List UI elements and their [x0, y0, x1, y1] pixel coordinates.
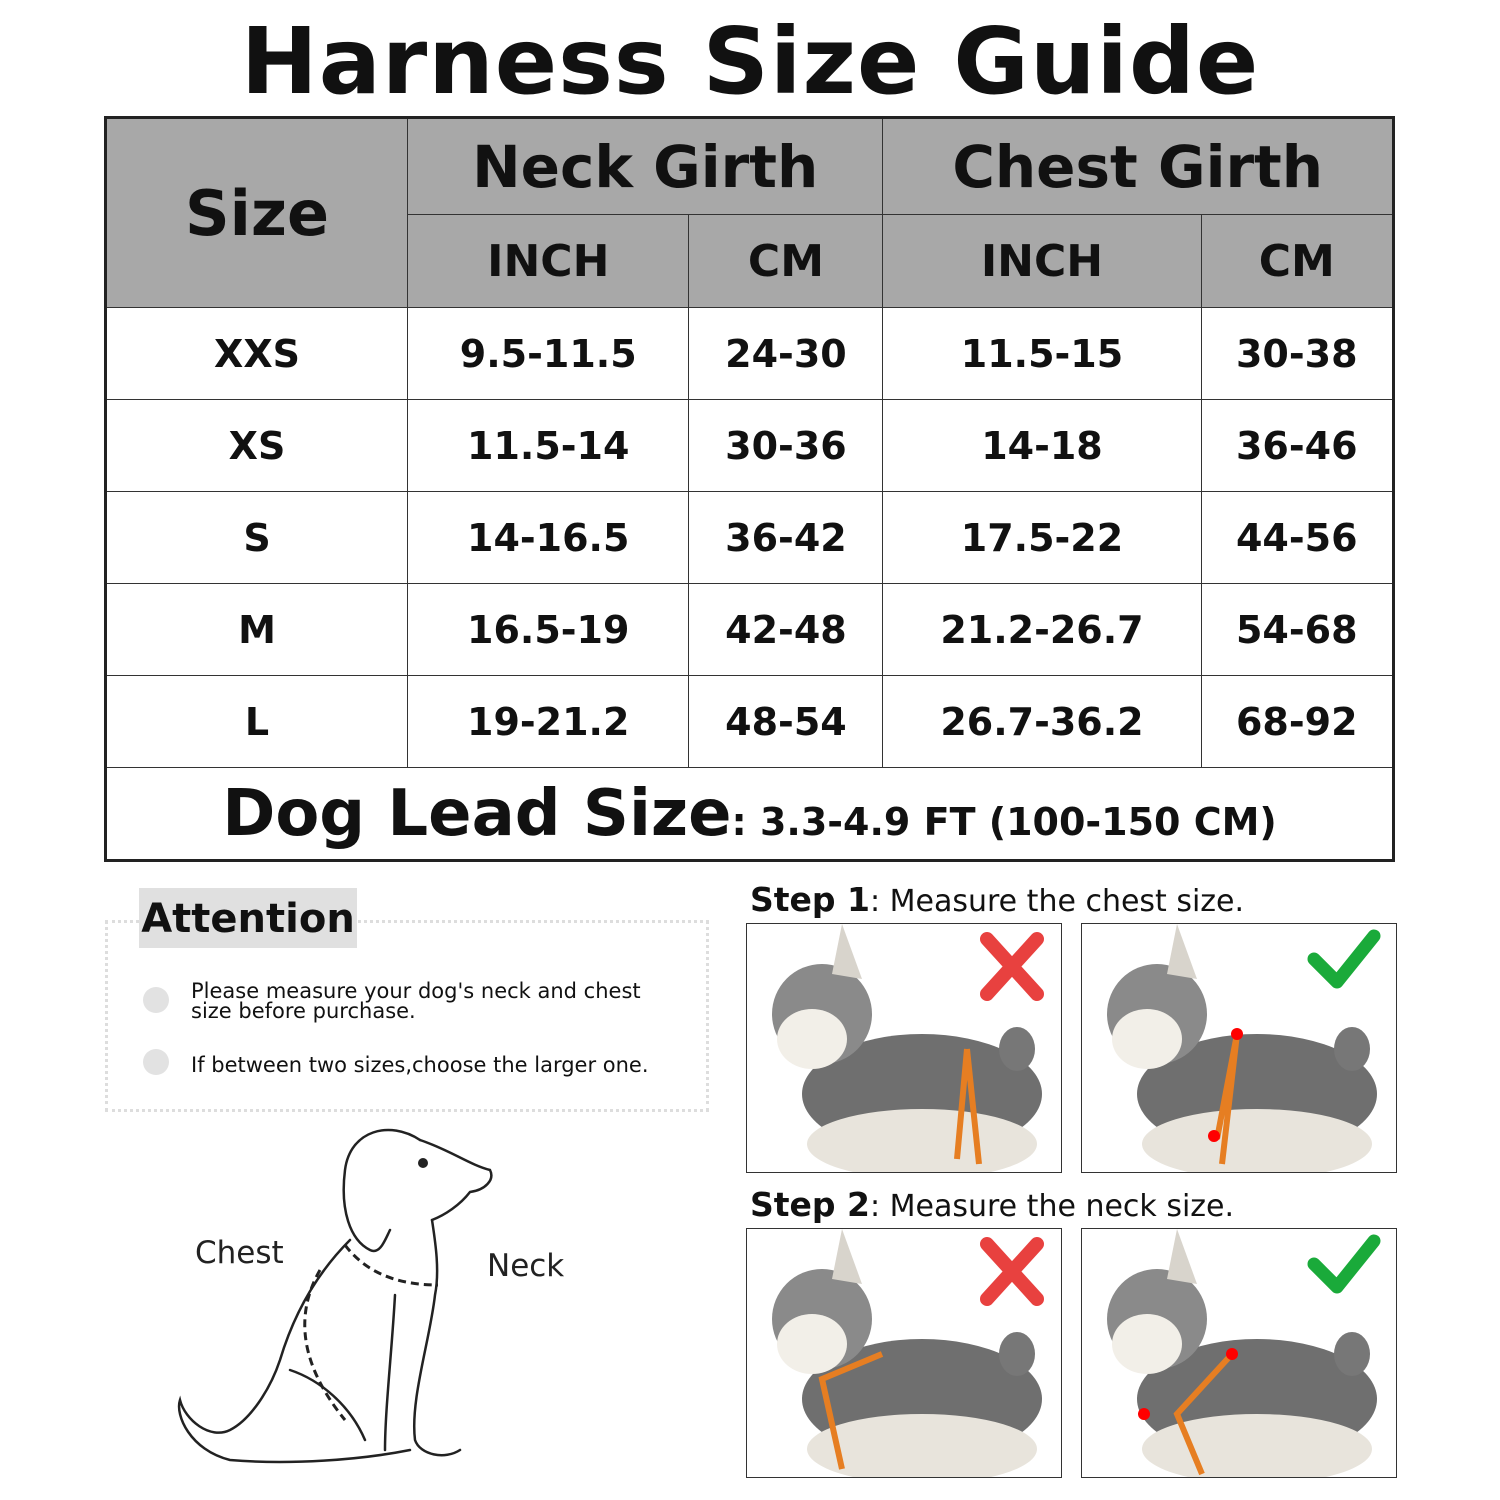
- cell-neck-inch: 9.5-11.5: [406, 307, 690, 400]
- incorrect-measure-photo-step-1: [746, 923, 1062, 1173]
- cell-chest-inch: 21.2-26.7: [882, 583, 1202, 676]
- cell-neck-cm: 36-42: [688, 491, 884, 584]
- chest-girth-header: Chest Girth: [882, 117, 1394, 215]
- lead-size-label: Dog Lead Size: [222, 776, 732, 851]
- check-icon: [1307, 929, 1381, 989]
- attention-heading: Attention: [139, 888, 357, 948]
- cell-neck-cm: 48-54: [688, 675, 884, 768]
- size-table: Size Neck Girth Chest Girth INCH CM INCH…: [104, 116, 1395, 862]
- step-1-caption: Step 1: Measure the chest size.: [750, 880, 1244, 919]
- incorrect-measure-photo-step-2: [746, 1228, 1062, 1478]
- bullet-icon: [143, 987, 169, 1013]
- cell-neck-cm: 42-48: [688, 583, 884, 676]
- cell-chest-inch: 14-18: [882, 399, 1202, 492]
- step-1-label: Step 1: [750, 880, 870, 919]
- cell-size: M: [105, 583, 408, 676]
- cell-size: XS: [105, 399, 408, 492]
- check-icon: [1307, 1234, 1381, 1294]
- cell-chest-cm: 44-56: [1200, 491, 1395, 584]
- neck-label: Neck: [487, 1248, 565, 1284]
- dog-outline-illustration: [177, 1128, 493, 1464]
- cell-size: L: [105, 675, 408, 768]
- unit-header: INCH: [882, 214, 1202, 308]
- attention-item: If between two sizes,choose the larger o…: [191, 1053, 649, 1077]
- unit-header: CM: [688, 214, 884, 308]
- cell-chest-cm: 68-92: [1200, 675, 1395, 768]
- neck-girth-header: Neck Girth: [406, 117, 884, 215]
- chest-label: Chest: [195, 1235, 284, 1271]
- table-row: XS 11.5-14 30-36 14-18 36-46: [105, 399, 1395, 492]
- cell-chest-cm: 54-68: [1200, 583, 1395, 676]
- unit-header: INCH: [406, 214, 690, 308]
- cell-neck-inch: 19-21.2: [406, 675, 690, 768]
- unit-header: CM: [1200, 214, 1395, 308]
- cell-neck-inch: 11.5-14: [406, 399, 690, 492]
- page-title: Harness Size Guide: [240, 8, 1260, 115]
- cell-neck-cm: 24-30: [688, 307, 884, 400]
- cell-size: XXS: [105, 307, 408, 400]
- step-2-label: Step 2: [750, 1185, 870, 1224]
- step-2-text: : Measure the neck size.: [870, 1189, 1235, 1224]
- size-header: Size: [105, 117, 408, 308]
- cell-size: S: [105, 491, 408, 584]
- table-row: M 16.5-19 42-48 21.2-26.7 54-68: [105, 583, 1395, 676]
- attention-box: [105, 920, 709, 1112]
- cross-icon: [980, 932, 1044, 1001]
- correct-measure-photo-step-2: [1081, 1228, 1397, 1478]
- step-2-caption: Step 2: Measure the neck size.: [750, 1185, 1234, 1224]
- cell-neck-inch: 16.5-19: [406, 583, 690, 676]
- attention-item: Please measure your dog's neck and chest…: [191, 979, 641, 1023]
- cell-chest-cm: 30-38: [1200, 307, 1395, 400]
- cell-neck-inch: 14-16.5: [406, 491, 690, 584]
- cell-chest-inch: 11.5-15: [882, 307, 1202, 400]
- cell-neck-cm: 30-36: [688, 399, 884, 492]
- bullet-icon: [143, 1049, 169, 1075]
- lead-size-value: : 3.3-4.9 FT (100-150 CM): [731, 799, 1277, 844]
- cross-icon: [980, 1237, 1044, 1306]
- table-row: L 19-21.2 48-54 26.7-36.2 68-92: [105, 675, 1395, 768]
- step-1-text: : Measure the chest size.: [870, 884, 1245, 919]
- cell-chest-inch: 17.5-22: [882, 491, 1202, 584]
- lead-size-row: Dog Lead Size: 3.3-4.9 FT (100-150 CM): [105, 767, 1394, 861]
- correct-measure-photo-step-1: [1081, 923, 1397, 1173]
- table-row: XXS 9.5-11.5 24-30 11.5-15 30-38: [105, 307, 1395, 400]
- cell-chest-inch: 26.7-36.2: [882, 675, 1202, 768]
- table-row: S 14-16.5 36-42 17.5-22 44-56: [105, 491, 1395, 584]
- cell-chest-cm: 36-46: [1200, 399, 1395, 492]
